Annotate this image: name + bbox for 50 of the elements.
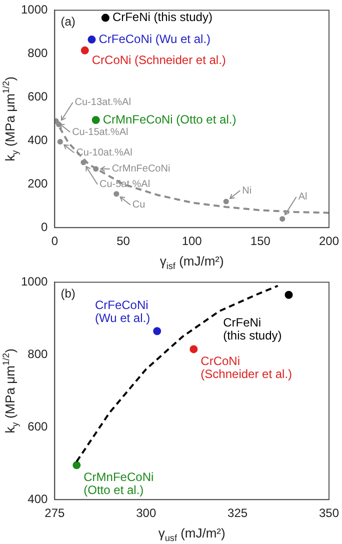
y-tick-label: 0 bbox=[41, 220, 48, 234]
x-tick-label: 150 bbox=[250, 234, 271, 248]
series-label: CrCoNi (Schneider et al.) bbox=[200, 354, 292, 382]
x-tick-label: 300 bbox=[136, 506, 156, 520]
y-tick-label: 1000 bbox=[20, 274, 48, 289]
annotation: Cu-10at.%Al bbox=[76, 147, 132, 158]
x-tick-label: 325 bbox=[228, 506, 248, 520]
x-tick-label: 0 bbox=[51, 234, 58, 248]
y-tick-label: 200 bbox=[28, 176, 48, 190]
annotation: Al bbox=[298, 192, 308, 203]
point bbox=[284, 290, 293, 299]
point bbox=[153, 327, 162, 336]
series-label: CrMnFeCoNi (Otto et al.) bbox=[102, 112, 236, 126]
x-tick-label: 200 bbox=[318, 234, 340, 248]
y-tick-label: 800 bbox=[28, 46, 48, 60]
point bbox=[114, 191, 120, 197]
series-label: CrFeNi (this study) bbox=[223, 316, 282, 343]
series-label: CrFeCoNi (Wu et al.) bbox=[94, 298, 150, 325]
point bbox=[101, 14, 110, 22]
point bbox=[88, 36, 96, 44]
annotation: Cu bbox=[132, 200, 146, 211]
point bbox=[280, 216, 286, 222]
x-tick-label: 50 bbox=[116, 234, 130, 248]
annotation: Cu-13at.%Al bbox=[74, 97, 131, 108]
y-tick-label: 600 bbox=[28, 89, 48, 104]
annotation: (a) bbox=[60, 14, 76, 29]
x-tick-label: 100 bbox=[182, 234, 202, 248]
point bbox=[223, 198, 229, 204]
series-label: CrCoNi (Schneider et al.) bbox=[92, 53, 226, 68]
y-tick-label: 400 bbox=[28, 132, 48, 147]
series-label: CrMnFeCoNi (Otto et al.) bbox=[84, 470, 154, 497]
y-tick-label: 1000 bbox=[20, 2, 48, 17]
annotation: Ni bbox=[242, 185, 252, 196]
annotation: (b) bbox=[60, 286, 76, 301]
annotation: CrMnFeCoNi bbox=[112, 164, 170, 175]
x-tick-label: 275 bbox=[44, 506, 66, 520]
point bbox=[80, 46, 89, 54]
y-axis-title: ky (MPa μm1/2) bbox=[0, 76, 20, 162]
point bbox=[92, 116, 100, 124]
y-tick-label: 600 bbox=[28, 419, 48, 434]
y-tick-label: 400 bbox=[28, 492, 48, 506]
y-tick-label: 800 bbox=[28, 346, 48, 361]
x-tick-label: 350 bbox=[318, 506, 340, 520]
point bbox=[72, 461, 81, 470]
y-axis-title: ky (MPa μm1/2) bbox=[0, 348, 20, 434]
point bbox=[190, 345, 198, 354]
annotation: Cu-15at.%Al bbox=[72, 126, 128, 138]
series-label: CrFeCoNi (Wu et al.) bbox=[98, 32, 211, 46]
series-label: CrFeNi (this study) bbox=[112, 10, 212, 24]
point bbox=[57, 138, 63, 145]
